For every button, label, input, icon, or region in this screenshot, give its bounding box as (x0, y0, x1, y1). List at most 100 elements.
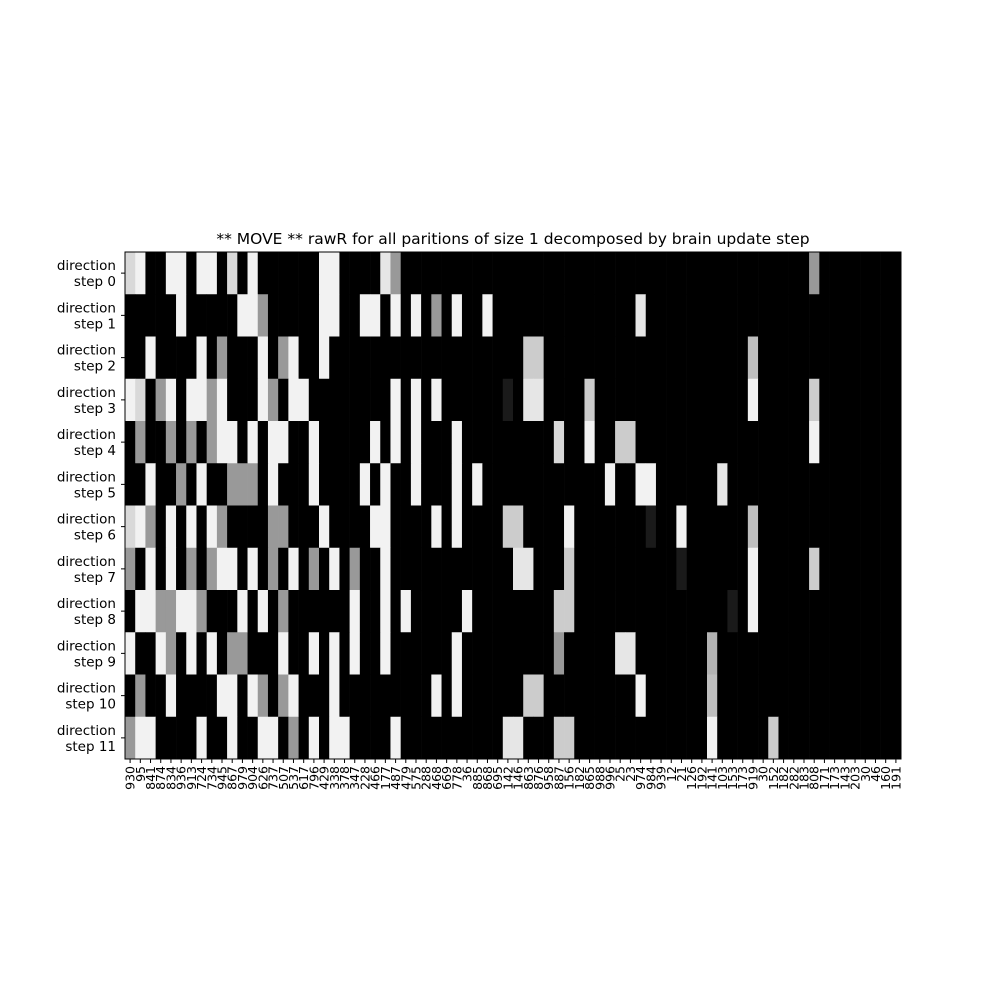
heatmap-cell (461, 421, 473, 464)
heatmap-cell (839, 505, 851, 549)
heatmap-cell (308, 378, 320, 422)
heatmap-cell (431, 252, 442, 295)
heatmap-cell (125, 294, 136, 337)
heatmap-cell (737, 336, 749, 380)
heatmap-cell (727, 463, 738, 506)
x-tick-label: 182 (572, 766, 587, 790)
heatmap-cell (574, 421, 585, 464)
x-tick-label: 142 (500, 766, 515, 790)
x-tick-label: 146 (511, 766, 526, 790)
heatmap-cell (696, 674, 708, 718)
heatmap-cell (584, 632, 595, 675)
heatmap-cell (421, 632, 432, 675)
heatmap-cell (686, 632, 698, 675)
heatmap-cell (645, 463, 657, 506)
x-tick-label: 203 (848, 766, 863, 790)
heatmap-cell (359, 505, 371, 549)
heatmap-cell (145, 716, 156, 760)
x-tick-label: 913 (184, 766, 199, 790)
heatmap-cell (370, 294, 381, 337)
heatmap-cell (645, 378, 657, 422)
heatmap-cell (574, 294, 585, 337)
x-tick-label: 867 (225, 766, 240, 790)
heatmap-cell (278, 505, 289, 549)
heatmap-cell (727, 632, 738, 675)
x-tick-label: 796 (306, 766, 321, 790)
heatmap-cell (615, 632, 626, 675)
heatmap-cell (329, 674, 340, 718)
heatmap-cell (359, 632, 371, 675)
heatmap-cell (788, 632, 800, 675)
heatmap-cell (319, 463, 330, 506)
heatmap-cell (390, 421, 401, 464)
heatmap-cell (747, 378, 759, 422)
heatmap-cell (635, 336, 647, 380)
heatmap-cell (298, 505, 310, 549)
heatmap-cell (329, 547, 340, 591)
heatmap-cell (635, 632, 647, 675)
heatmap-cell (635, 590, 647, 633)
x-tick-label: 192 (694, 766, 709, 790)
heatmap-cell (890, 294, 902, 337)
heatmap-cell (298, 674, 310, 718)
heatmap-cell (645, 252, 657, 295)
heatmap-cell (431, 716, 442, 760)
heatmap-cell (155, 378, 167, 422)
heatmap-cell (227, 716, 238, 760)
heatmap-cell (482, 716, 493, 760)
heatmap-cell (237, 463, 248, 506)
heatmap-cell (176, 378, 187, 422)
heatmap-cell (513, 421, 524, 464)
heatmap-cell (686, 590, 698, 633)
heatmap-cell (390, 632, 401, 675)
heatmap-cell (288, 505, 299, 549)
heatmap-cell (758, 463, 769, 506)
heatmap-cell (809, 463, 820, 506)
heatmap-cell (319, 421, 330, 464)
heatmap-cell (267, 294, 279, 337)
heatmap-cell (400, 716, 412, 760)
heatmap-cell (502, 547, 514, 591)
heatmap-cell (288, 378, 299, 422)
heatmap-cell (461, 716, 473, 760)
heatmap-cell (860, 378, 871, 422)
heatmap-cell (574, 716, 585, 760)
x-tick-label: 834 (163, 766, 178, 790)
heatmap-cell (553, 547, 565, 591)
x-tick-label: 143 (837, 766, 852, 790)
heatmap-cell (165, 674, 177, 718)
heatmap-cell (737, 632, 749, 675)
heatmap-cell (870, 336, 881, 380)
heatmap-cell (461, 336, 473, 380)
heatmap-cell (849, 421, 861, 464)
heatmap-cell (543, 252, 555, 295)
heatmap-cell (186, 252, 197, 295)
heatmap-cell (257, 716, 269, 760)
heatmap-cell (492, 674, 504, 718)
x-tick-label: 228 (357, 766, 372, 790)
heatmap-cell (176, 505, 187, 549)
heatmap-cell (472, 252, 483, 295)
heatmap-cell (880, 463, 892, 506)
heatmap-cell (890, 421, 902, 464)
heatmap-cell (758, 505, 769, 549)
heatmap-cell (890, 632, 902, 675)
heatmap-cell (860, 716, 871, 760)
heatmap-cell (696, 252, 708, 295)
heatmap-cell (492, 463, 504, 506)
heatmap-cell (758, 674, 769, 718)
heatmap-cell (492, 632, 504, 675)
heatmap-cell (849, 378, 861, 422)
x-tick-label: 36 (460, 766, 475, 782)
heatmap-cell (370, 716, 381, 760)
heatmap-cell (849, 716, 861, 760)
heatmap-cell (594, 294, 606, 337)
heatmap-cell (707, 463, 718, 506)
heatmap-cell (666, 590, 677, 633)
heatmap-cell (564, 505, 575, 549)
heatmap-cell (431, 336, 442, 380)
heatmap-cell (135, 716, 146, 760)
heatmap-cell (523, 421, 534, 464)
heatmap-cell (686, 336, 698, 380)
x-tick-label: 945 (215, 766, 230, 790)
